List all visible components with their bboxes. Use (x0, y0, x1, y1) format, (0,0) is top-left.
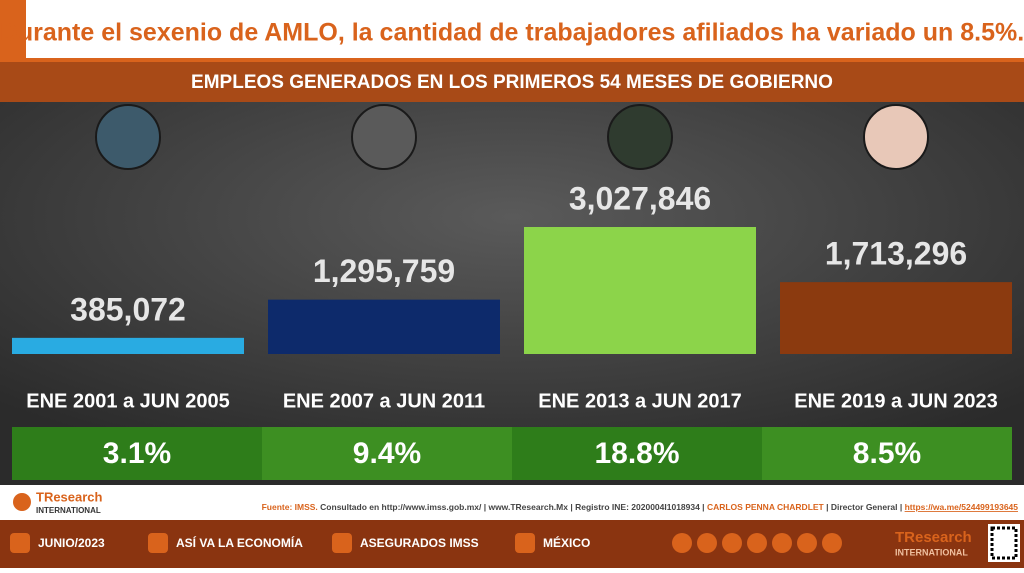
portrait (351, 104, 417, 170)
item-label: MÉXICO (543, 535, 590, 550)
value-label: 1,295,759 (313, 253, 455, 289)
item-label: ASÍ VA LA ECONOMÍA (176, 535, 303, 550)
value-label: 385,072 (70, 291, 186, 327)
bar (268, 299, 500, 354)
growth-box (762, 427, 1012, 480)
logo-sub: INTERNATIONAL (36, 506, 101, 515)
period-label: ENE 2019 a JUN 2023 (794, 390, 997, 412)
item-icon (332, 533, 352, 553)
item-label: ASEGURADOS IMSS (360, 536, 479, 550)
logo-bottom: TResearch (895, 529, 972, 546)
logo-icon (13, 493, 31, 511)
social-icons (672, 533, 842, 553)
item-icon (148, 533, 168, 553)
growth-box (512, 427, 762, 480)
source-link[interactable]: https://wa.me/524499193645 (905, 502, 1019, 512)
item-label: JUNIO/2023 (38, 536, 105, 550)
portrait (607, 104, 673, 170)
source-part: Fuente: IMSS. (262, 502, 318, 512)
period-label: ENE 2013 a JUN 2017 (538, 390, 741, 412)
growth-label: 3.1% (103, 437, 171, 470)
growth-box (262, 427, 512, 480)
bottom-bar (0, 520, 1024, 568)
logo: TResearch (36, 489, 103, 504)
source-part: CARLOS PENNA CHARDLET (707, 502, 825, 512)
period-label: ENE 2007 a JUN 2011 (283, 390, 485, 412)
source-part: Consultado en http://www.imss.gob.mx/ | … (320, 502, 704, 512)
growth-label: 9.4% (353, 437, 421, 470)
item-icon (515, 533, 535, 553)
qr-pattern (990, 526, 1018, 560)
value-label: 1,713,296 (825, 236, 967, 272)
period-label: ENE 2001 a JUN 2005 (26, 390, 229, 412)
portrait (95, 104, 161, 170)
title-box (26, 0, 1024, 58)
bar (780, 282, 1012, 354)
title: Durante el sexenio de AMLO, la cantidad … (0, 19, 1024, 47)
subtitle: EMPLEOS GENERADOS EN LOS PRIMEROS 54 MES… (191, 72, 833, 93)
bottom-items: JUNIO/2023 ASÍ VA LA ECONOMÍA ASEGURADOS I… (10, 533, 590, 553)
bars: 385,072 ENE 2001 a JUN 2005 3.1% 1,295,759 E… (12, 104, 1012, 480)
footer-band (0, 485, 1024, 520)
value-label: 3,027,846 (569, 180, 711, 216)
logo-bottom-sub: INTERNATIONAL (895, 547, 968, 557)
bar (12, 337, 244, 354)
portrait (863, 104, 929, 170)
growth-box (12, 427, 262, 480)
item-icon (10, 533, 30, 553)
source-part: | Director General | (826, 502, 902, 512)
bar (524, 227, 756, 354)
source: Fuente: IMSS. Consultado en http://www.i… (262, 502, 1019, 512)
growth-label: 18.8% (594, 437, 679, 470)
subtitle-band (0, 62, 1024, 102)
growth-label: 8.5% (853, 437, 921, 470)
